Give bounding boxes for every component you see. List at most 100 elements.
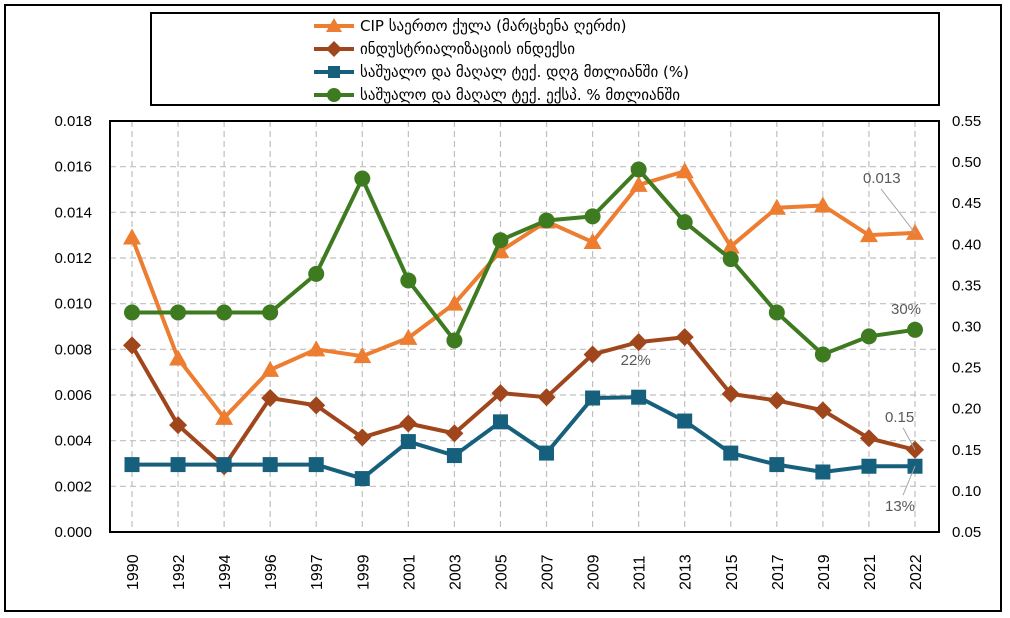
y-right-tick-label: 0.15 xyxy=(952,442,981,459)
data-label: 0.15 xyxy=(885,409,914,426)
data-point xyxy=(169,416,188,435)
data-point xyxy=(354,170,371,187)
data-point xyxy=(814,346,831,363)
data-point xyxy=(353,428,372,447)
triangle-marker-icon xyxy=(314,18,354,32)
data-point xyxy=(124,304,140,321)
data-point xyxy=(492,414,508,430)
legend-label: საშუალო და მაღალ ტექ. ექსპ. % მთლიანში xyxy=(360,86,680,104)
data-point xyxy=(859,226,878,243)
data-point xyxy=(585,390,601,406)
x-tick-label: 1994 xyxy=(217,554,234,590)
legend-label: საშუალო და მაღალ ტექ. დღგ მთლიანში (%) xyxy=(360,63,689,81)
legend-item-mht-va: საშუალო და მაღალ ტექ. დღგ მთლიანში (%) xyxy=(312,61,689,83)
x-tick-label: 2015 xyxy=(724,554,741,590)
x-tick-label: 2022 xyxy=(908,554,925,590)
data-point xyxy=(307,340,326,357)
x-tick-label: 2011 xyxy=(632,555,649,590)
data-point xyxy=(123,336,141,355)
data-point xyxy=(675,162,694,179)
data-point xyxy=(400,272,417,289)
x-tick-label: 2005 xyxy=(493,554,510,590)
x-tick-label: 2021 xyxy=(862,554,879,590)
data-point xyxy=(353,347,372,364)
data-point xyxy=(446,332,463,349)
data-point xyxy=(124,457,140,473)
data-point xyxy=(859,429,878,448)
y-right-tick-label: 0.35 xyxy=(952,277,981,294)
y-left-tick-label: 0.014 xyxy=(54,204,92,221)
y-right-tick-label: 0.50 xyxy=(952,154,981,171)
legend-label: ინდუსტრიალიზაციის ინდექსი xyxy=(360,40,576,58)
y-left-tick-label: 0.002 xyxy=(54,478,92,495)
data-point xyxy=(491,384,510,403)
x-tick-label: 2019 xyxy=(816,554,833,590)
data-point xyxy=(767,198,786,215)
legend-item-industrialization: ინდუსტრიალიზაციის ინდექსი xyxy=(312,38,575,60)
data-point xyxy=(446,448,462,464)
plot-area-border xyxy=(109,120,940,533)
y-left-tick-label: 0.012 xyxy=(54,250,92,267)
x-tick-label: 1997 xyxy=(309,554,326,590)
y-right-tick-label: 0.20 xyxy=(952,401,981,418)
x-axis: 1990 1992 1994 1996 1997 1999 2001 2003 2005 2007… xyxy=(125,554,925,590)
x-tick-label: 2007 xyxy=(540,554,557,590)
y-left-tick-label: 0.008 xyxy=(54,341,92,358)
x-tick-label: 2017 xyxy=(770,554,787,590)
data-point xyxy=(813,401,832,420)
data-point xyxy=(308,457,324,473)
y-left-tick-label: 0.000 xyxy=(54,524,92,541)
data-point xyxy=(216,457,232,473)
data-point xyxy=(399,414,418,433)
annotations: 0.013 30% 22% 0.15 13% xyxy=(621,170,921,515)
data-point xyxy=(170,304,187,321)
x-tick-label: 1996 xyxy=(263,554,280,590)
y-right-tick-label: 0.55 xyxy=(952,113,981,130)
data-point xyxy=(399,328,418,345)
data-label: 13% xyxy=(885,498,915,515)
y-left-tick-label: 0.010 xyxy=(54,296,92,313)
data-point xyxy=(261,389,280,408)
x-tick-label: 1990 xyxy=(125,554,142,590)
series-line xyxy=(130,169,916,420)
x-tick-label: 2013 xyxy=(678,554,695,590)
data-point xyxy=(721,384,740,403)
data-point xyxy=(215,408,234,425)
data-point xyxy=(723,445,739,461)
square-marker-icon xyxy=(314,66,354,78)
data-point xyxy=(861,458,877,474)
x-tick-label: 2001 xyxy=(401,554,418,590)
data-point xyxy=(630,161,647,178)
x-tick-label: 2003 xyxy=(447,554,464,590)
data-point xyxy=(677,413,693,429)
data-point xyxy=(631,389,647,405)
data-point xyxy=(721,237,740,254)
y-left-tick-label: 0.016 xyxy=(54,159,92,176)
data-point xyxy=(676,214,693,231)
x-tick-label: 1999 xyxy=(355,554,372,590)
circle-marker-icon xyxy=(314,88,354,102)
data-point xyxy=(169,349,188,366)
series-triangle xyxy=(123,162,924,425)
data-point xyxy=(907,321,923,338)
y-right-tick-label: 0.40 xyxy=(952,236,981,253)
legend-item-mht-exports: საშუალო და მაღალ ტექ. ექსპ. % მთლიანში xyxy=(312,84,680,106)
y-axis-right: 0.05 0.10 0.15 0.20 0.25 0.30 0.35 0.40 0.45 0.50… xyxy=(952,113,981,541)
data-point xyxy=(767,391,786,410)
annotation-leader xyxy=(902,466,916,496)
data-point xyxy=(768,304,785,321)
legend-label: CIP საერთო ქულა (მარცხენა ღერძი) xyxy=(360,17,627,35)
data-point xyxy=(354,471,370,487)
data-point xyxy=(629,333,648,352)
data-point xyxy=(722,251,739,268)
data-point xyxy=(584,208,601,225)
y-axis-left: 0.000 0.002 0.004 0.006 0.008 0.010 0.012 0.014… xyxy=(54,113,92,541)
legend-item-cip: CIP საერთო ქულა (მარცხენა ღერძი) xyxy=(312,15,626,37)
y-right-tick-label: 0.05 xyxy=(952,524,981,541)
data-point xyxy=(307,396,326,415)
y-left-tick-label: 0.018 xyxy=(54,113,92,130)
data-point xyxy=(769,457,785,473)
y-left-tick-label: 0.004 xyxy=(54,433,92,450)
data-point xyxy=(261,360,280,377)
annotation-leader xyxy=(902,427,916,451)
